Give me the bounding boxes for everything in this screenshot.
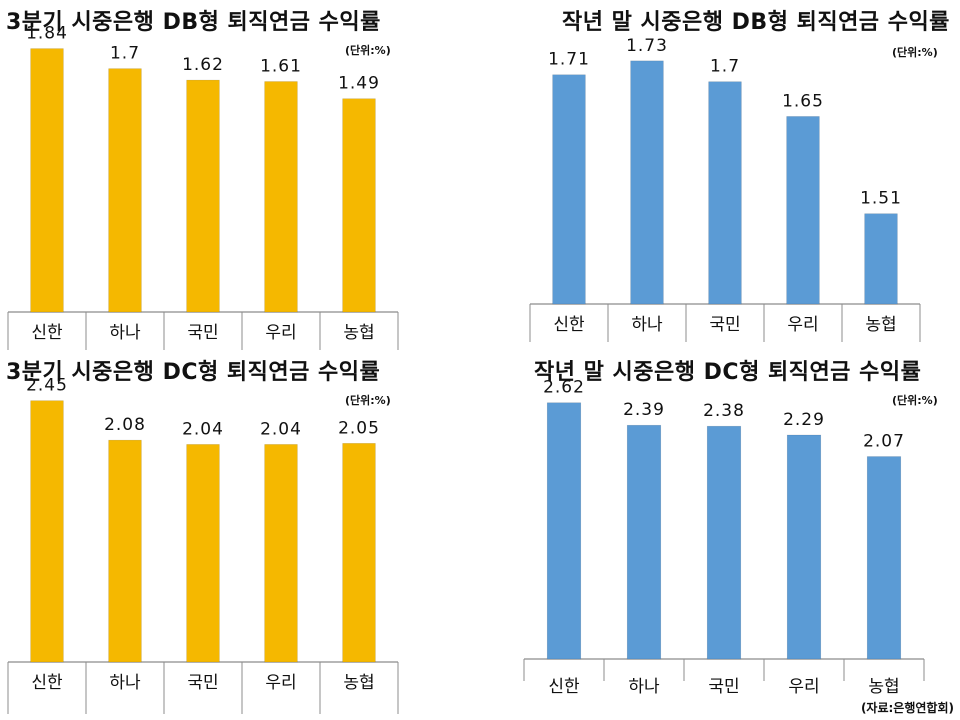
- source-note: (자료:은행연합회): [860, 701, 954, 715]
- category-label: 신한: [553, 315, 585, 335]
- data-label: 2.62: [543, 378, 585, 398]
- category-label: 신한: [548, 677, 580, 697]
- bar-농협: [342, 443, 376, 663]
- data-label: 1.84: [26, 24, 68, 44]
- data-label: 2.08: [104, 415, 146, 435]
- category-label: 농협: [343, 323, 374, 343]
- category-label: 하나: [109, 673, 141, 693]
- unit-label: (단위:%): [892, 394, 938, 407]
- category-label: 국민: [709, 315, 740, 335]
- category-label: 우리: [788, 677, 819, 697]
- data-label: 1.7: [110, 44, 140, 64]
- bar-국민: [186, 79, 220, 313]
- category-label: 신한: [31, 673, 63, 693]
- data-label: 2.07: [863, 432, 905, 452]
- category-label: 농협: [865, 315, 896, 335]
- category-label: 하나: [109, 323, 141, 343]
- data-label: 2.05: [338, 418, 380, 438]
- data-label: 1.73: [626, 36, 668, 56]
- chart-panel-dc-q3: 3분기 시중은행 DC형 퇴직연금 수익률 (단위:%) 2.45 신한 2.08 하…: [0, 350, 420, 720]
- bar-chart-dc-q3: 2.45 신한 2.08 하나 2.04 국민 2.04 우리 2.05 농협: [7, 376, 399, 714]
- bar-하나: [626, 424, 662, 660]
- unit-label: (단위:%): [892, 46, 938, 59]
- category-label: 농협: [868, 677, 899, 697]
- chart-title: 3분기 시중은행 DC형 퇴직연금 수익률: [6, 360, 381, 385]
- bar-chart-db-q3: 1.84 신한 1.7 하나 1.62 국민 1.61 우리 1.49 농협: [7, 24, 399, 350]
- chart-title: 3분기 시중은행 DB형 퇴직연금 수익률: [6, 10, 381, 35]
- bar-우리: [264, 81, 298, 313]
- bar-chart-dc-lastyear: 2.62 신한 2.39 하나 2.38 국민 2.29 우리 2.07 농협: [523, 378, 925, 697]
- bar-농협: [866, 456, 902, 660]
- category-label: 우리: [265, 673, 296, 693]
- category-label: 우리: [265, 323, 296, 343]
- bar-우리: [786, 116, 820, 305]
- data-label: 1.65: [782, 91, 824, 111]
- chart-panel-db-q3: 3분기 시중은행 DB형 퇴직연금 수익률 (단위:%) 1.84 신한 1.7 하나…: [0, 0, 420, 350]
- bar-신한: [552, 74, 586, 305]
- bar-우리: [786, 434, 822, 660]
- data-label: 2.39: [623, 400, 665, 420]
- data-label: 1.49: [338, 74, 380, 94]
- category-label: 하나: [628, 677, 660, 697]
- bar-하나: [630, 60, 664, 305]
- data-label: 2.38: [703, 401, 745, 421]
- chart-title: 작년 말 시중은행 DB형 퇴직연금 수익률: [562, 10, 950, 35]
- data-label: 1.61: [260, 57, 302, 77]
- data-label: 1.51: [860, 189, 902, 209]
- unit-label: (단위:%): [345, 44, 391, 57]
- bar-chart-db-lastyear: 1.71 신한 1.73 하나 1.7 국민 1.65 우리 1.51 농협: [529, 36, 921, 342]
- bar-신한: [30, 48, 64, 313]
- category-label: 하나: [631, 315, 663, 335]
- bar-하나: [108, 68, 142, 313]
- chart-title: 작년 말 시중은행 DC형 퇴직연금 수익률: [534, 360, 922, 385]
- data-label: 1.71: [548, 50, 590, 70]
- bar-신한: [546, 402, 582, 660]
- unit-label: (단위:%): [345, 394, 391, 407]
- data-label: 1.62: [182, 55, 224, 75]
- chart-panel-dc-lastyear: 작년 말 시중은행 DC형 퇴직연금 수익률 (단위:%) 2.62 신한 2.39…: [520, 350, 960, 720]
- bar-농협: [864, 213, 898, 305]
- category-label: 국민: [187, 323, 218, 343]
- category-label: 국민: [708, 677, 739, 697]
- data-label: 1.7: [710, 57, 740, 77]
- bar-신한: [30, 400, 64, 663]
- data-label: 2.29: [783, 410, 825, 430]
- bar-국민: [708, 81, 742, 305]
- chart-panel-db-lastyear: 작년 말 시중은행 DB형 퇴직연금 수익률 (단위:%) 1.71 신한 1.73…: [520, 0, 960, 350]
- category-label: 우리: [787, 315, 818, 335]
- bar-국민: [186, 444, 220, 663]
- category-label: 신한: [31, 323, 63, 343]
- bar-농협: [342, 98, 376, 313]
- bar-하나: [108, 439, 142, 663]
- data-label: 2.45: [26, 376, 68, 396]
- category-label: 국민: [187, 673, 218, 693]
- bar-우리: [264, 444, 298, 663]
- bar-국민: [706, 425, 742, 660]
- data-label: 2.04: [182, 419, 224, 439]
- category-label: 농협: [343, 673, 374, 693]
- data-label: 2.04: [260, 419, 302, 439]
